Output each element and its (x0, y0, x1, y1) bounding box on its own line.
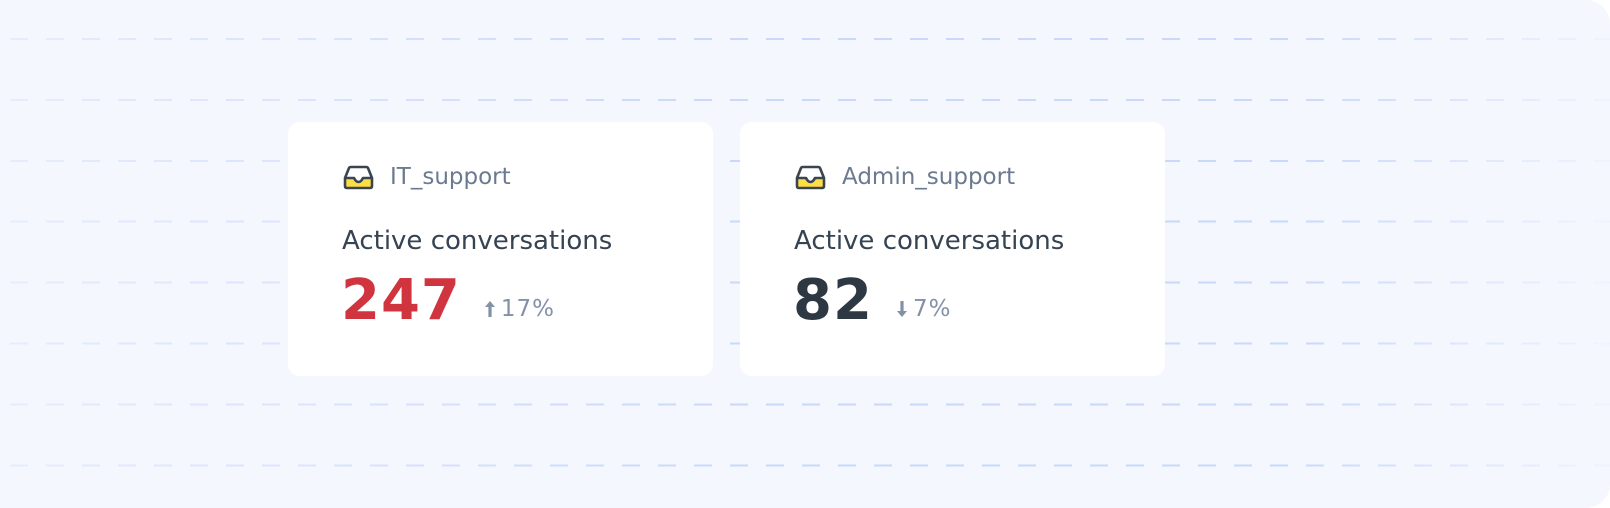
inbox-card-it-support[interactable]: IT_support Active conversations 247 17% (288, 122, 713, 376)
card-header: IT_support (343, 164, 511, 190)
arrow-down-icon (896, 301, 907, 317)
metric-value: 247 (341, 268, 461, 333)
metric-change: 17% (483, 296, 555, 322)
metric-row: 247 17% (341, 268, 555, 333)
metric-label: Active conversations (794, 226, 1065, 256)
arrow-up-icon (484, 301, 495, 317)
inbox-name: Admin_support (842, 164, 1016, 190)
change-percent: 17% (500, 296, 556, 322)
card-header: Admin_support (795, 164, 1015, 190)
inbox-icon (795, 165, 826, 189)
inbox-name: IT_support (390, 164, 511, 190)
change-percent: 7% (912, 296, 952, 322)
inbox-icon (343, 165, 374, 189)
metric-row: 82 7% (793, 268, 951, 333)
metric-label: Active conversations (342, 226, 613, 256)
metric-change: 7% (895, 296, 952, 322)
metric-value: 82 (793, 268, 873, 333)
inbox-card-admin-support[interactable]: Admin_support Active conversations 82 7% (740, 122, 1165, 376)
